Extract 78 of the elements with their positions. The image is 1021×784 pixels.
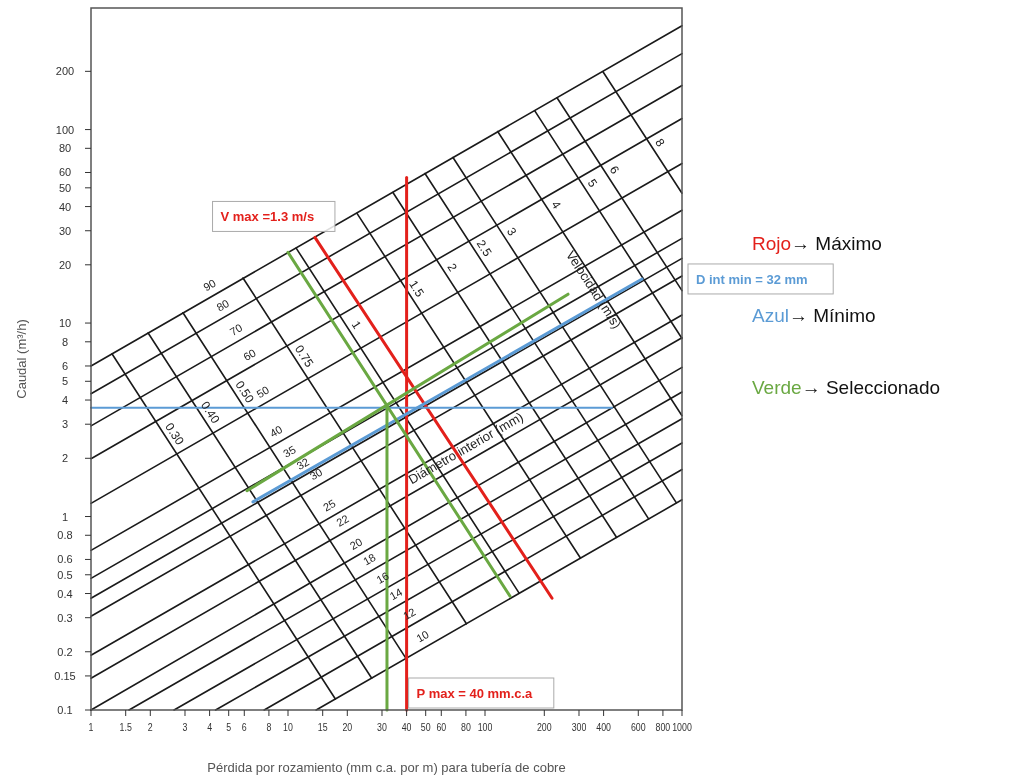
x-tick-label: 8 (266, 721, 272, 734)
x-tick-label: 60 (436, 721, 447, 734)
text: Rojo→ Máximo (752, 233, 882, 254)
y-tick-label: 0.4 (57, 587, 73, 600)
text: 1.5 (406, 277, 428, 300)
series-label: V max =1.3 m/s (220, 209, 315, 225)
x-tick-label: 4 (207, 721, 213, 734)
y-tick-label: 80 (58, 142, 72, 155)
x-tick-label: 1 (88, 721, 94, 734)
x-tick-label: 800 (655, 721, 671, 734)
text: 40 (267, 422, 285, 440)
text: 14 (387, 585, 405, 603)
x-tick-label: 1.5 (119, 721, 133, 734)
text: 12 (400, 605, 418, 623)
y-tick-label: 20 (58, 258, 72, 271)
y-tick-label: 3 (61, 418, 69, 431)
y-axis-title: Caudal (m³/h) (14, 319, 29, 399)
series-label: P max = 40 mm.c.a (416, 686, 534, 701)
text: 90 (201, 276, 218, 294)
text: 80 (214, 296, 232, 314)
y-tick-label: 200 (55, 65, 75, 78)
x-tick-label: 40 (401, 721, 412, 734)
text: 1 (348, 318, 365, 332)
text: 18 (360, 550, 378, 568)
x-tick-label: 20 (342, 721, 353, 734)
y-tick-label: 6 (61, 359, 69, 372)
x-tick-label: 30 (377, 721, 388, 734)
y-tick-label: 0.15 (54, 669, 76, 682)
text: 2 (444, 260, 461, 275)
text: 5 (584, 176, 601, 191)
y-tick-label: 100 (55, 123, 75, 136)
y-tick-label: 2 (61, 452, 69, 465)
y-tick-label: 30 (58, 224, 72, 237)
text: 60 (241, 346, 258, 364)
y-tick-label: 0.5 (57, 568, 73, 581)
text: 16 (374, 569, 391, 587)
text: Azul→ Mínimo (752, 305, 876, 326)
x-tick-label: 2 (147, 721, 154, 734)
y-tick-label: 40 (58, 200, 72, 213)
text: 22 (334, 512, 351, 529)
text: 6 (606, 163, 623, 177)
x-tick-label: 50 (420, 721, 431, 734)
y-tick-label: 0.6 (57, 553, 73, 566)
text: 4 (548, 198, 564, 212)
text: 70 (227, 321, 245, 338)
x-tick-label: 6 (241, 721, 248, 734)
text: 20 (347, 535, 365, 552)
x-tick-label: 400 (596, 721, 612, 734)
y-tick-label: 1 (61, 510, 69, 523)
text: 8 (652, 136, 668, 150)
x-tick-label: 80 (461, 721, 472, 734)
y-tick-label: 8 (61, 335, 69, 348)
y-tick-label: 60 (58, 166, 72, 179)
x-tick-label: 5 (226, 721, 232, 734)
x-tick-label: 10 (283, 721, 294, 734)
text: 25 (321, 497, 338, 514)
x-tick-label: 1000 (672, 721, 693, 734)
y-tick-label: 50 (58, 181, 72, 194)
y-tick-label: 5 (61, 375, 69, 388)
x-tick-label: 100 (477, 721, 493, 734)
x-tick-label: 15 (317, 721, 328, 734)
y-tick-label: 0.1 (57, 704, 73, 716)
text: D int min = 32 mm (696, 271, 808, 287)
x-tick-label: 200 (536, 721, 553, 734)
text: 10 (414, 627, 431, 645)
x-axis-title: Pérdida por rozamiento (mm c.a. por m) para tubería de cobre (207, 760, 566, 775)
text: 2.5 (473, 237, 495, 260)
y-tick-label: 4 (61, 394, 69, 407)
text: 3 (503, 225, 520, 239)
y-tick-label: 0.3 (57, 611, 73, 624)
x-tick-label: 3 (182, 721, 188, 734)
y-tick-label: 10 (58, 317, 72, 330)
text: Verde→ Seleccionado (752, 377, 941, 398)
y-tick-label: 0.2 (57, 645, 73, 658)
x-tick-label: 300 (571, 721, 587, 734)
text: 50 (254, 383, 272, 401)
y-tick-label: 0.8 (57, 529, 73, 542)
x-tick-label: 600 (630, 721, 647, 734)
